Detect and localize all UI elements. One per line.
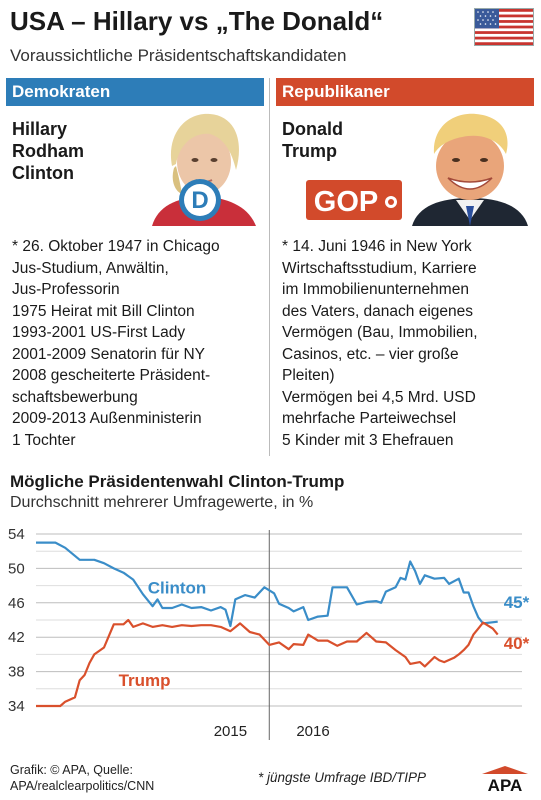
gop-logo-icon: GOP (306, 180, 402, 220)
x-tick-label: 2016 (296, 723, 329, 740)
bio-line: mehrfache Parteiwechsel (282, 410, 457, 427)
source-line: Grafik: © APA, Quelle: (10, 763, 133, 777)
y-tick-label: 42 (8, 629, 25, 646)
clinton-name-line: Clinton (12, 163, 74, 183)
apa-logo: APA (482, 766, 528, 792)
y-tick-label: 50 (8, 560, 25, 577)
y-tick-label: 54 (8, 526, 25, 543)
clinton-bio: * 26. Oktober 1947 in Chicago Jus-Studiu… (12, 236, 220, 451)
y-tick-label: 34 (8, 698, 25, 715)
series-label-trump: Trump (119, 671, 171, 690)
bio-line: Jus-Professorin (12, 281, 120, 298)
bio-line: Vermögen bei 4,5 Mrd. USD (282, 388, 476, 406)
bio-line: Jus-Studium, Anwältin, (12, 259, 169, 277)
page-title: USA – Hillary vs „The Donald“ (10, 6, 384, 36)
bio-line: 1975 Heirat mit Bill Clinton (12, 302, 195, 320)
y-tick-label: 38 (8, 664, 25, 681)
trump-name: Donald Trump (282, 118, 343, 162)
republicans-heading: Republikaner (276, 78, 534, 106)
bio-line: im Immobilienunternehmen (282, 281, 469, 298)
page-subtitle: Voraussichtliche Präsidentschaftskandida… (10, 46, 347, 65)
bio-line: * 14. Juni 1946 in New York (282, 238, 472, 255)
footnote: * jüngste Umfrage IBD/TIPP (258, 770, 427, 785)
trump-bio: * 14. Juni 1946 in New York Wirtschaftss… (282, 236, 478, 451)
bio-line: 2008 gescheiterte Präsident- (12, 367, 211, 384)
bio-line: des Vaters, danach eigenes (282, 302, 474, 320)
x-tick-label: 2015 (214, 723, 247, 740)
democrats-heading: Demokraten (6, 78, 264, 106)
series-line-trump (36, 618, 499, 708)
trump-name-line: Donald (282, 119, 343, 139)
chart-subtitle: Durchschnitt mehrerer Umfragewerte, in % (10, 494, 314, 511)
bio-line: schaftsbewerbung (12, 388, 138, 406)
chart-title: Mögliche Präsidentenwahl Clinton-Trump (10, 472, 345, 491)
us-flag-icon (474, 8, 534, 46)
clinton-name-line: Hillary (12, 119, 68, 139)
poll-line-chart: 54 50 46 42 38 34 2015 2016 Clinton Trump 45* 40* (8, 526, 530, 740)
bio-line: 1 Tochter (12, 431, 76, 449)
bio-line: 2009-2013 Außenministerin (12, 410, 202, 427)
bio-line: 1993-2001 US-First Lady (12, 324, 186, 341)
series-label-clinton: Clinton (148, 578, 207, 597)
end-value-label: 45* (504, 593, 530, 612)
trump-name-line: Trump (282, 141, 338, 161)
clinton-name-line: Rodham (12, 141, 84, 161)
y-tick-label: 46 (8, 595, 25, 612)
bio-line: Pleiten) (282, 367, 335, 384)
democrat-logo-letter: D (191, 187, 208, 214)
bio-line: 5 Kinder mit 3 Ehefrauen (282, 431, 454, 449)
bio-line: * 26. Oktober 1947 in Chicago (12, 238, 220, 255)
clinton-name: Hillary Rodham Clinton (12, 118, 84, 184)
source-line: APA/realclearpolitics/CNN (10, 779, 155, 793)
bio-line: 2001-2009 Senatorin für NY (12, 345, 206, 363)
bio-line: Casinos, etc. – vier große (282, 345, 459, 363)
source-credit: Grafik: © APA, Quelle: APA/realclearpoli… (10, 762, 154, 794)
bio-line: Vermögen (Bau, Immobilien, (282, 324, 478, 341)
apa-logo-text: APA (488, 776, 523, 792)
democrat-logo-icon: D (179, 179, 221, 221)
column-divider (269, 78, 270, 456)
gop-logo-text: GOP (314, 186, 378, 218)
series-line-clinton (36, 541, 498, 628)
bio-line: Wirtschaftsstudium, Karriere (282, 259, 477, 277)
end-value-label: 40* (504, 634, 530, 653)
trump-portrait (404, 108, 534, 226)
